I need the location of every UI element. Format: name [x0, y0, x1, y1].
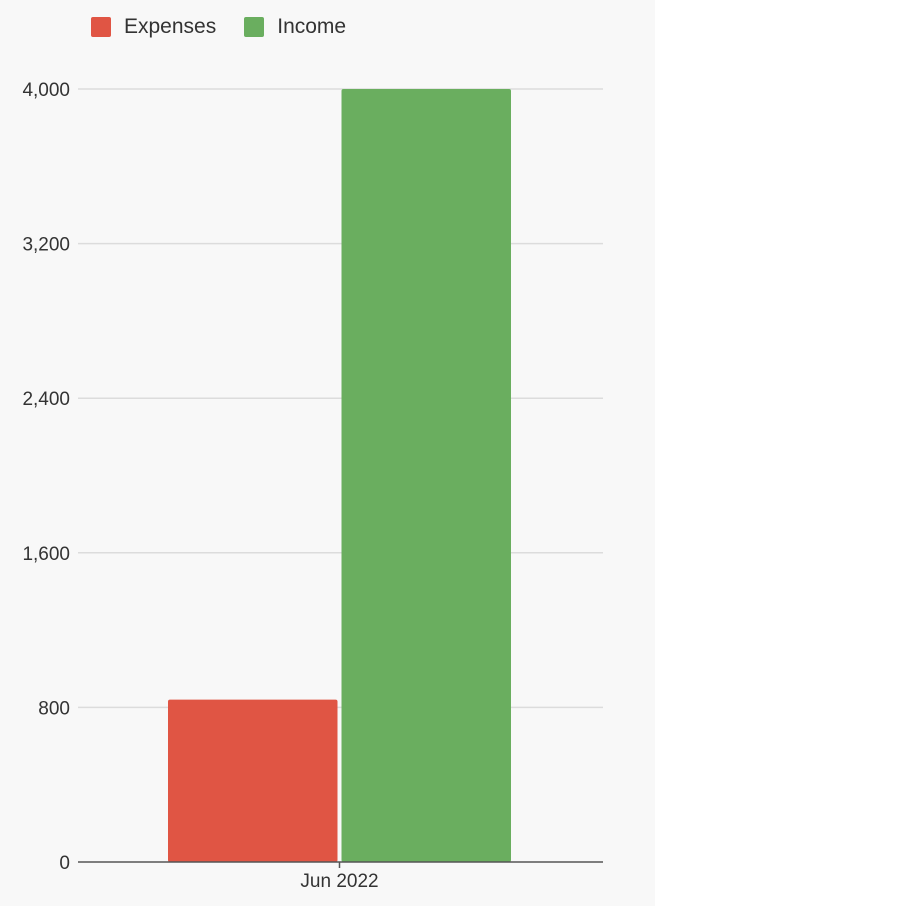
y-tick-label: 4,000: [22, 80, 70, 101]
legend-item-income[interactable]: Income: [244, 15, 346, 39]
legend-swatch-income: [244, 17, 265, 37]
y-tick-label: 2,400: [22, 389, 70, 410]
bar-chart: 0 800 1,600 2,400 3,200 4,000 Jun 2022: [22, 80, 603, 892]
bar-expenses: [168, 699, 338, 862]
legend-swatch-expenses: [91, 17, 111, 37]
legend-label-income: Income: [277, 15, 347, 38]
y-tick-label: 1,600: [22, 544, 70, 565]
chart-legend: Expenses Income: [91, 15, 346, 39]
legend-item-expenses[interactable]: Expenses: [91, 15, 216, 39]
y-tick-label: 0: [59, 853, 70, 874]
x-tick-label: Jun 2022: [300, 871, 378, 892]
legend-label-expenses: Expenses: [124, 15, 217, 38]
y-tick-label: 3,200: [22, 235, 70, 256]
y-tick-label: 800: [38, 698, 70, 719]
bar-income: [341, 89, 511, 862]
